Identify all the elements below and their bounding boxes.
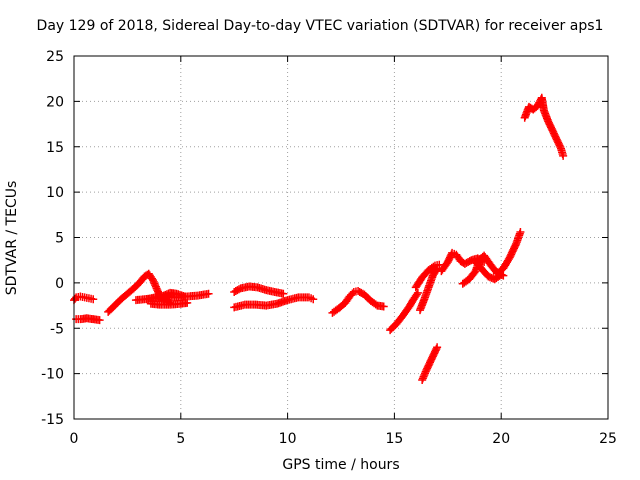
y-axis-label: SDTVAR / TECUs — [4, 180, 20, 296]
y-tick-label: -5 — [50, 321, 64, 337]
series-seg12 — [416, 264, 442, 315]
x-tick-label: 10 — [279, 431, 297, 447]
data-point — [379, 302, 388, 311]
x-tick-label: 0 — [70, 431, 79, 447]
data-point — [95, 316, 104, 325]
series-seg2 — [72, 314, 104, 325]
series-seg18 — [520, 93, 568, 160]
data-points — [70, 93, 568, 384]
series-seg16 — [471, 258, 506, 284]
series-seg8 — [230, 293, 318, 312]
series-seg10 — [386, 288, 422, 335]
series-seg6 — [146, 298, 192, 309]
data-point — [183, 298, 192, 307]
series-seg13 — [418, 343, 442, 384]
data-point — [412, 290, 421, 299]
series-seg7 — [230, 282, 288, 298]
y-tick-label: 25 — [46, 49, 64, 65]
data-point — [89, 295, 98, 304]
series-seg9 — [328, 287, 388, 317]
x-axis-label: GPS time / hours — [282, 457, 400, 473]
data-point — [279, 289, 288, 298]
series-seg1 — [70, 292, 98, 305]
axis-ticks: 0 5 10 15 20 25 -15 -10 -5 0 5 10 15 20 25 — [41, 49, 617, 447]
series-seg3 — [104, 269, 175, 316]
chart-title: Day 129 of 2018, Sidereal Day-to-day VTE… — [36, 18, 604, 34]
y-tick-label: -15 — [41, 412, 64, 428]
y-tick-label: 15 — [46, 140, 64, 156]
y-tick-label: 0 — [55, 276, 64, 292]
data-point — [413, 288, 422, 297]
data-point — [433, 343, 442, 352]
y-tick-label: 10 — [46, 185, 64, 201]
x-tick-label: 25 — [599, 431, 617, 447]
x-tick-label: 20 — [492, 431, 510, 447]
plot-frame — [73, 55, 609, 420]
series-seg17 — [492, 228, 525, 278]
x-tick-label: 15 — [385, 431, 403, 447]
y-tick-label: -10 — [41, 367, 64, 383]
data-point — [309, 295, 318, 304]
x-tick-label: 5 — [176, 431, 185, 447]
y-tick-label: 5 — [55, 231, 64, 247]
data-point — [559, 151, 568, 160]
y-tick-label: 20 — [46, 94, 64, 110]
series-seg5 — [142, 288, 190, 304]
data-point — [204, 289, 213, 298]
data-point — [516, 228, 525, 237]
